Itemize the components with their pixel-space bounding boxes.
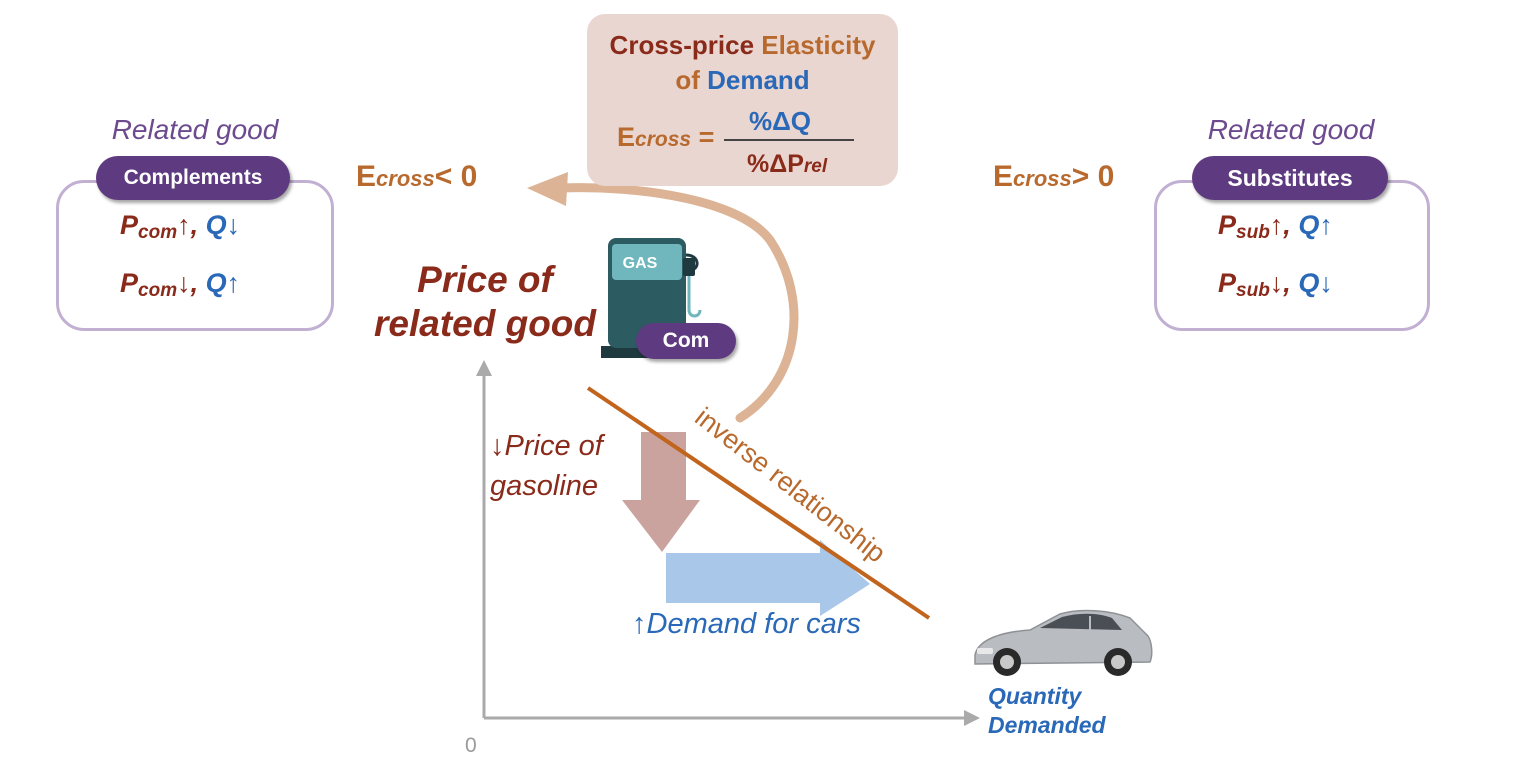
formula-box: Cross-price Elasticity of Demand Ecross … (587, 14, 898, 186)
inverse-relationship-line (586, 386, 931, 620)
complements-box (56, 180, 334, 331)
right-arrow (666, 540, 870, 616)
formula-fraction-bar (724, 139, 854, 141)
complements-rule-1: Pcom↑, Q↓ (120, 210, 241, 243)
curved-arrow (527, 172, 799, 423)
car-icon (974, 609, 1153, 676)
formula-denominator: %ΔPrel (747, 150, 828, 178)
ecross-negative-label: Ecross< 0 (356, 160, 478, 193)
substitutes-caption: Related good (1207, 114, 1375, 145)
x-axis (484, 710, 980, 726)
formula-lhs: Ecross = (617, 122, 715, 152)
formula-numerator: %ΔQ (749, 106, 812, 136)
complements-rule-2: Pcom↓, Q↑ (120, 268, 241, 301)
substitutes-box (1154, 180, 1430, 331)
complements-pill: Complements (96, 156, 290, 200)
demand-change-label: ↑Demand for cars (632, 608, 861, 640)
formula-title-line2: of Demand (675, 65, 810, 95)
down-arrow (622, 432, 700, 552)
ecross-positive-label: Ecross> 0 (993, 160, 1115, 193)
origin-label: 0 (465, 734, 477, 757)
y-axis-label: Price of related good (373, 259, 597, 344)
gas-sign: GAS (623, 255, 658, 272)
y-axis (476, 360, 492, 718)
x-axis-label: Quantity Demanded (988, 683, 1106, 738)
substitutes-rule-2: Psub↓, Q↓ (1218, 268, 1333, 301)
substitutes-pill: Substitutes (1192, 156, 1388, 200)
formula-title-line1: Cross-price Elasticity (609, 30, 876, 60)
complements-caption: Related good (111, 114, 279, 145)
gas-price-change-label: ↓Price of gasoline (490, 430, 603, 502)
substitutes-rule-1: Psub↑, Q↑ (1218, 210, 1333, 243)
com-badge: Com (636, 323, 736, 359)
